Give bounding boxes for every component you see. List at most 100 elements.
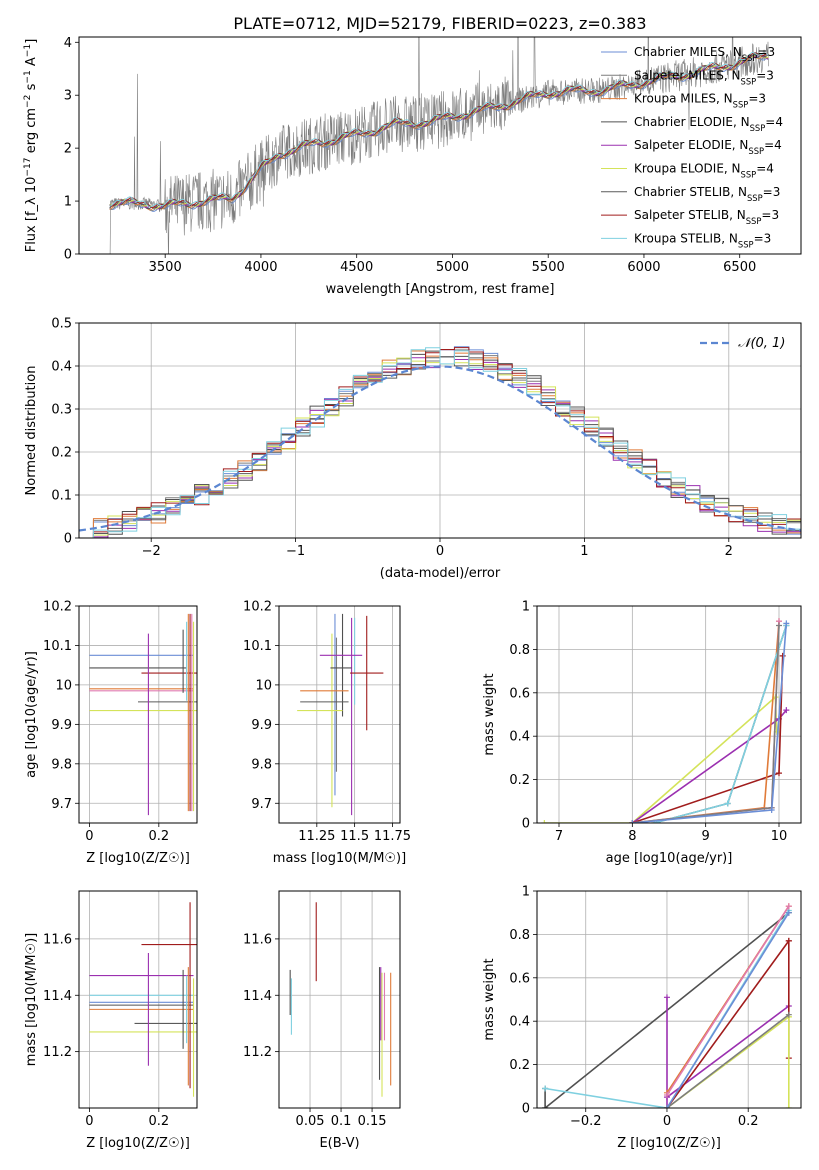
y-tick-label: 0.2 [509, 773, 530, 788]
label-part: Z [log10(Z/Z☉)] [86, 851, 190, 866]
y-tick-label: 10.1 [243, 639, 272, 654]
label-part: −1 [23, 44, 33, 57]
y-tick-label: 9.8 [51, 757, 72, 772]
mass-weight-marker [724, 800, 731, 807]
x-tick-label: 0.1 [331, 1114, 352, 1129]
mass-vs-ebv-marks [289, 902, 392, 1097]
y-tick-label: 0.6 [509, 686, 530, 701]
x-tick-label: 2 [725, 544, 733, 559]
axis-frame [536, 605, 802, 824]
x-tick-label: 9 [702, 829, 710, 844]
y-tick-label: 0.5 [51, 317, 72, 332]
y-tick-label: 4 [64, 36, 72, 51]
mass-weight-marker [663, 994, 670, 1001]
age-vs-z-axes [79, 605, 197, 823]
y-tick-label: 0.8 [509, 928, 530, 943]
label-part: mass weight [482, 958, 497, 1040]
x-tick-label: 6500 [723, 260, 756, 275]
x-axis-label: mass [log10(M/M☉)] [273, 851, 406, 866]
legend-entry-label: Salpeter STELIB, NSSP=3 [634, 208, 779, 226]
y-tick-label: 0.2 [51, 446, 72, 461]
label-part: SSP [748, 146, 764, 156]
mass-vs-ebv-frame: 0.05 0.1 0.15 11.2 11.4 11.6 E(B-V) [243, 890, 401, 1151]
y-axis-label: age [log10(age/yr)] [24, 651, 39, 778]
mass-weight-marker [542, 1105, 549, 1108]
label-part: SSP [750, 123, 766, 133]
legend-entry-label: 𝒩(0, 1) [738, 336, 785, 351]
mass-weight-line [666, 1005, 790, 1098]
y-tick-label: 0.6 [509, 971, 530, 986]
x-tick-label: 4500 [340, 260, 373, 275]
observed-spectrum-line [109, 37, 769, 254]
label-part: =3 [748, 92, 766, 106]
y-tick-label: 9.9 [51, 718, 72, 733]
mass-vs-z-marks [89, 902, 197, 1097]
normal-reference-curve [79, 365, 801, 532]
y-axis-label: Normed distribution [24, 366, 39, 496]
label-part: −17 [23, 157, 33, 176]
label-part: Kroupa STELIB, N [634, 231, 738, 245]
y-tick-label: 0.4 [509, 730, 530, 745]
x-tick-label: 11.5 [340, 829, 369, 844]
label-part: Flux [f_λ 10 [24, 177, 39, 253]
x-tick-label: 0.2 [148, 1114, 169, 1129]
label-part: E(B-V) [319, 1136, 359, 1151]
mass-weight-marker [783, 620, 790, 627]
label-part: =3 [763, 185, 781, 199]
mass-weight-line [666, 905, 790, 1096]
y-tick-label: 0 [64, 248, 72, 263]
label-part: erg cm [24, 108, 39, 157]
residual-histogram [79, 347, 801, 538]
y-tick-label: 11.2 [43, 1045, 72, 1060]
legend-entry-label: Chabrier STELIB, NSSP=3 [634, 185, 780, 203]
label-part: =4 [764, 138, 782, 152]
y-tick-label: 11.4 [243, 989, 272, 1004]
mass-weight-line [631, 709, 787, 823]
axis-frame [536, 890, 802, 1109]
x-tick-label: 7 [555, 829, 563, 844]
mass-weight-marker [663, 1091, 670, 1098]
y-tick-label: 11.6 [43, 932, 72, 947]
label-part: SSP [742, 53, 758, 63]
legend-entry-label: Salpeter MILES, NSSP=3 [634, 68, 774, 86]
x-tick-label: 4000 [244, 260, 277, 275]
residuals-frame: −2 −1 0 1 2 0 0.1 0.2 0.3 0.4 0.5 (data-model)/erro… [24, 317, 802, 581]
y-tick-label: 1 [64, 195, 72, 210]
x-tick-label: 0.2 [148, 829, 169, 844]
label-part: age [log10(age/yr)] [606, 851, 733, 866]
y-tick-label: 10.2 [243, 600, 272, 615]
label-part: ] [24, 39, 39, 44]
label-part: Normed distribution [24, 366, 39, 496]
mass-weight-marker [785, 1011, 792, 1018]
axis-frame [78, 890, 198, 1109]
label-part: Kroupa MILES, N [634, 92, 733, 106]
y-tick-label: 11.6 [243, 932, 272, 947]
y-tick-label: 11.2 [243, 1045, 272, 1060]
x-tick-label: 6000 [627, 260, 660, 275]
y-axis-label: mass [log10(M/M☉)] [24, 933, 39, 1066]
x-tick-label: 0 [85, 1114, 93, 1129]
weight-vs-age-marks [541, 618, 790, 823]
x-tick-label: −0.2 [570, 1114, 602, 1129]
y-tick-label: 0.4 [51, 360, 72, 375]
mass-weight-marker [785, 937, 792, 944]
y-tick-label: 0 [522, 1102, 530, 1117]
weight-vs-z-marks [542, 903, 792, 1108]
y-tick-label: 9.9 [251, 718, 272, 733]
y-tick-label: 9.7 [51, 797, 72, 812]
y-axis-label: mass weight [482, 673, 497, 755]
x-axis-label: Z [log10(Z/Z☉)] [86, 851, 190, 866]
label-part: −1 [23, 70, 33, 83]
label-part: s [24, 83, 39, 94]
y-tick-label: 9.7 [251, 797, 272, 812]
x-tick-label: 0 [663, 1114, 671, 1129]
label-part: SSP [738, 239, 754, 249]
axis-frame [278, 890, 401, 1109]
label-part: A [24, 57, 39, 70]
y-tick-label: 2 [64, 142, 72, 157]
mass-weight-marker [783, 707, 790, 714]
x-tick-label: 0.05 [296, 1114, 325, 1129]
x-tick-label: 1 [580, 544, 588, 559]
y-tick-label: 1 [522, 885, 530, 900]
